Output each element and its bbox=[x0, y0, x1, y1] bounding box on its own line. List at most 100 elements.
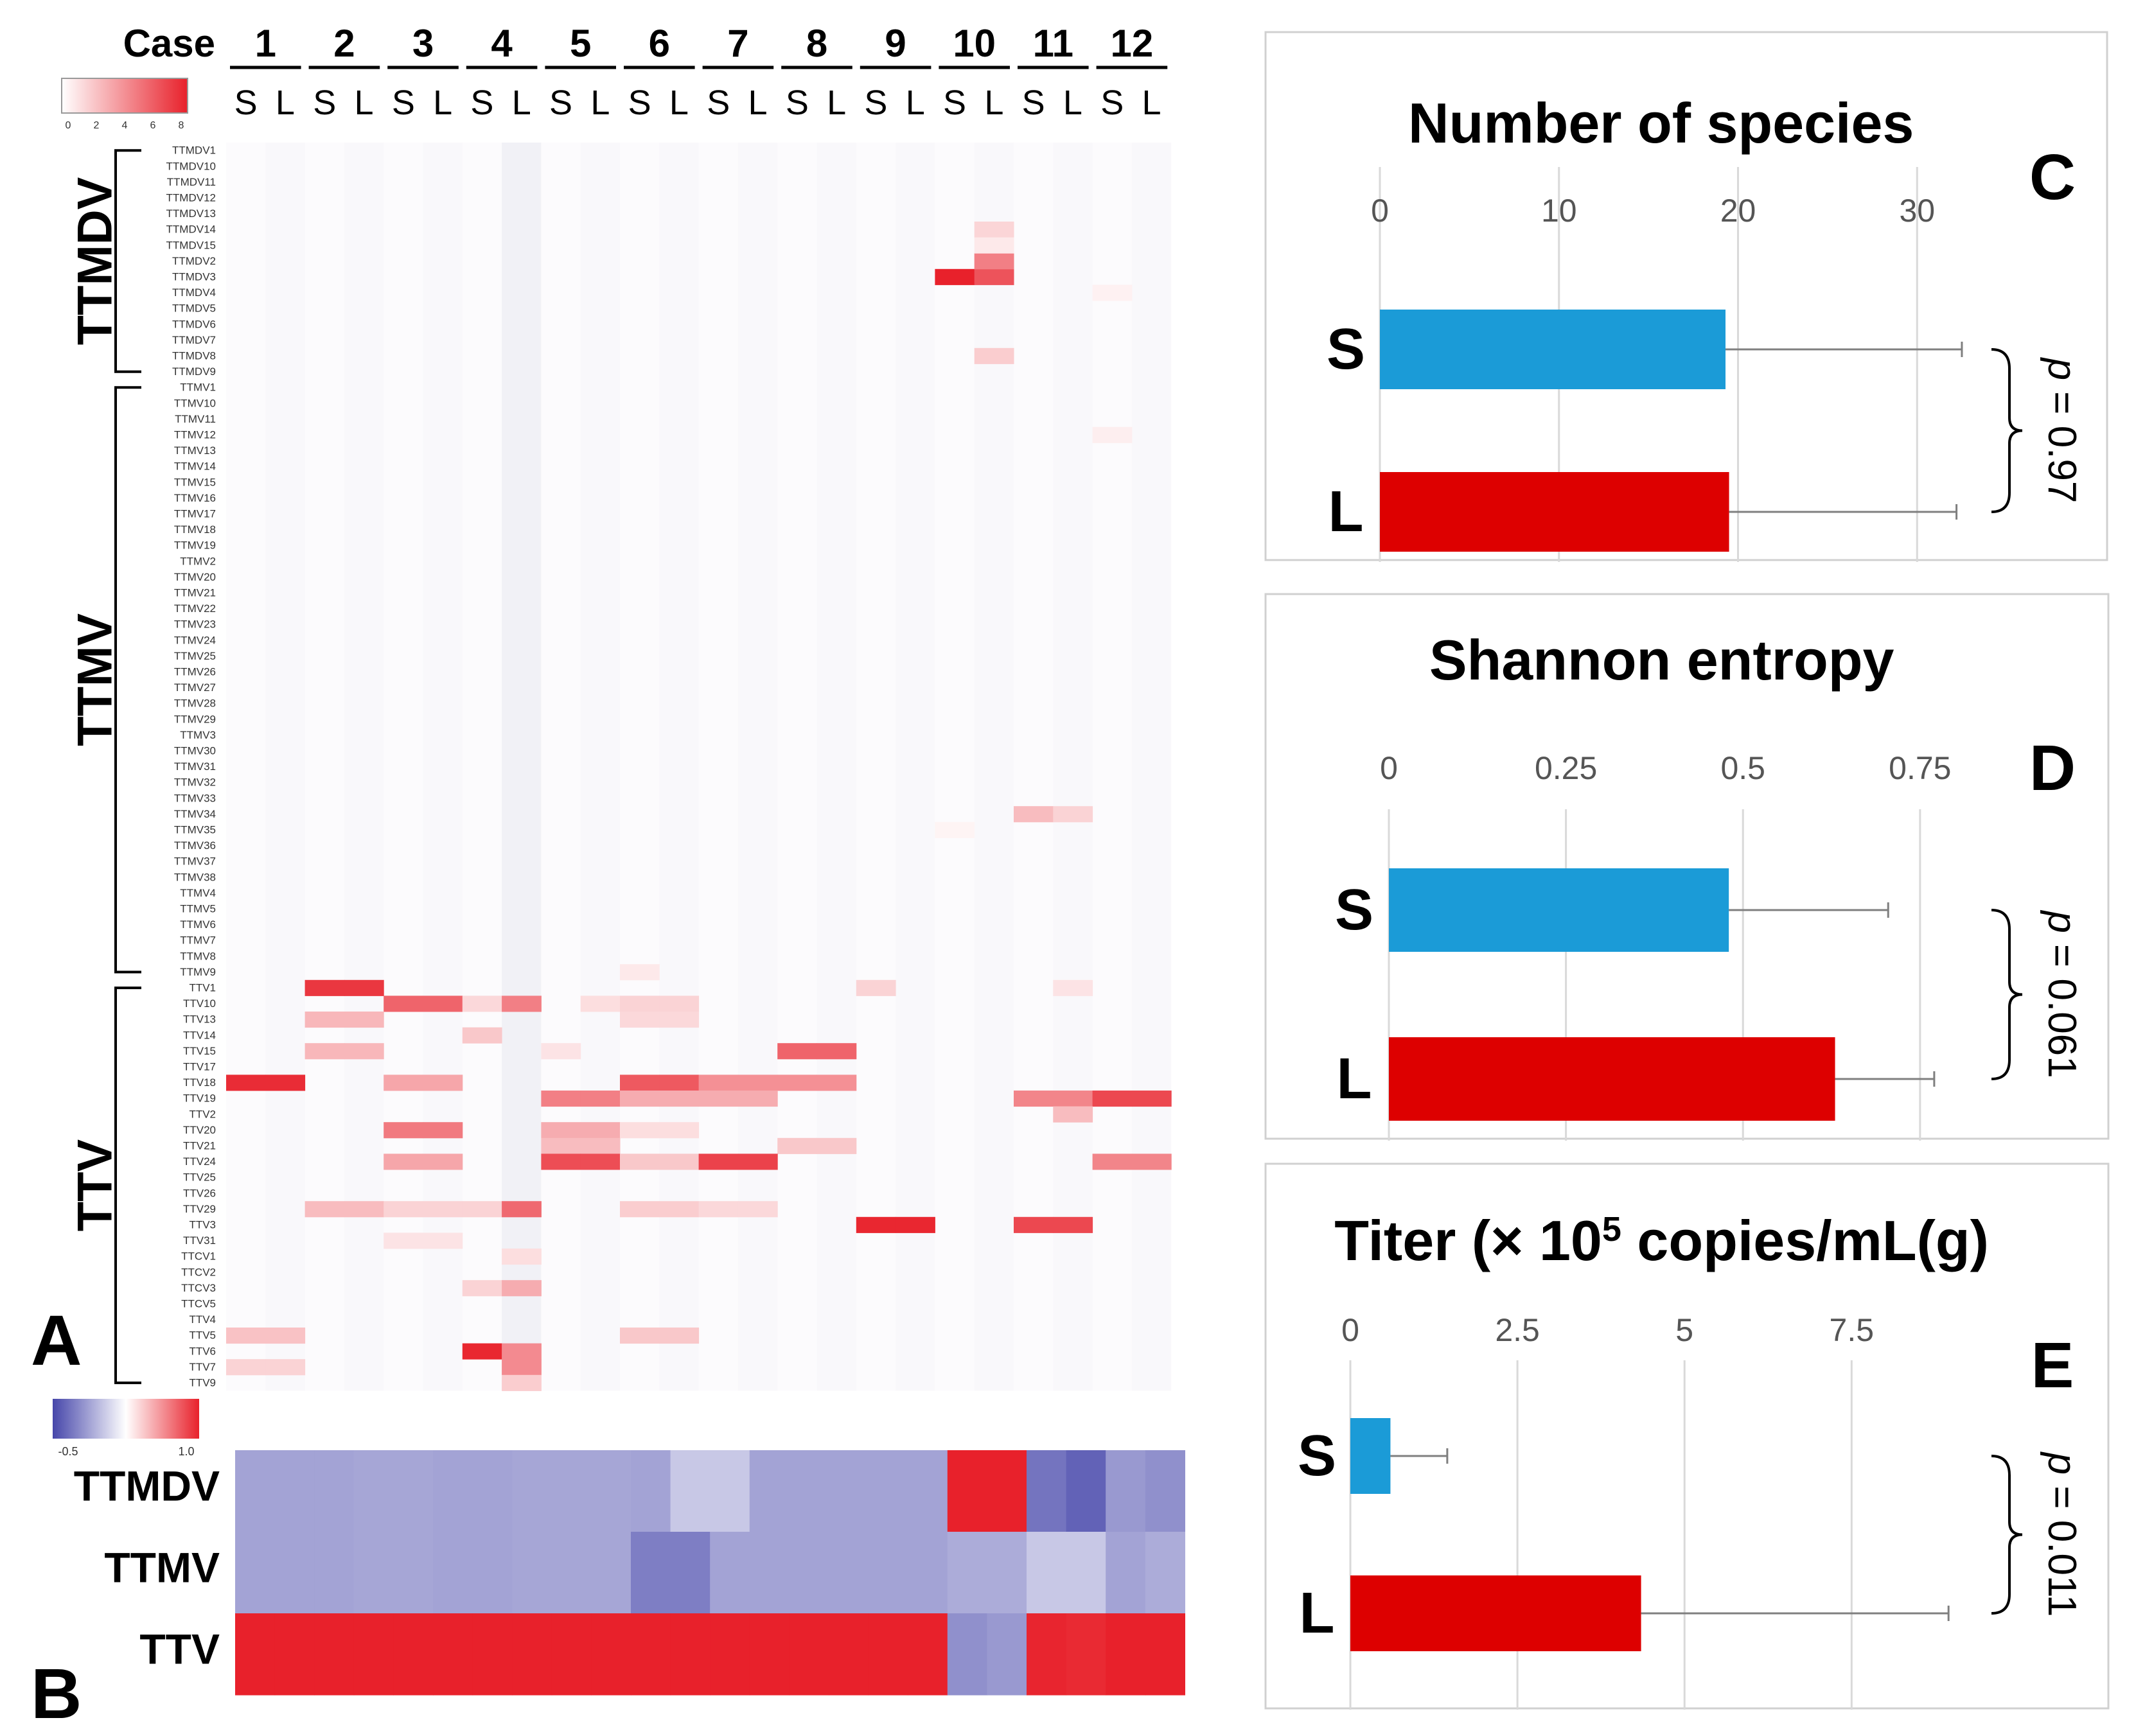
heatmap-cell bbox=[974, 347, 1014, 364]
heatmap-cell bbox=[384, 1201, 423, 1218]
bar-s bbox=[1380, 310, 1726, 389]
heatmap-cell bbox=[502, 1343, 542, 1360]
heatmap-b-cell bbox=[393, 1613, 434, 1696]
heatmap-b-cell bbox=[631, 1450, 671, 1532]
heatmap-cell bbox=[816, 1137, 857, 1154]
heatmap-cell bbox=[974, 237, 1014, 254]
heatmap-cell bbox=[620, 1201, 660, 1218]
row-label: TTV24 bbox=[183, 1155, 216, 1168]
heatmap-cell bbox=[659, 1122, 700, 1139]
sample-type-label: L bbox=[1142, 83, 1161, 122]
heatmap-column bbox=[659, 143, 699, 1391]
heatmap-b-cell bbox=[1066, 1532, 1106, 1614]
color-scale-tick-high: 1.0 bbox=[178, 1445, 194, 1458]
heatmap-cell bbox=[1014, 806, 1054, 823]
heatmap-b-cell bbox=[551, 1532, 592, 1614]
heatmap-b-cell bbox=[1145, 1450, 1185, 1532]
row-label: TTMV5 bbox=[180, 903, 216, 915]
row-label: TTCV5 bbox=[181, 1298, 216, 1310]
heatmap-cell bbox=[620, 1328, 660, 1344]
panel-c-bar-chart: 0 10 20 30 Number of species C S Lp = 0.97 bbox=[1264, 31, 2108, 562]
row-label: TTMV34 bbox=[174, 808, 216, 820]
x-tick-label: 0 bbox=[1341, 1312, 1359, 1348]
sample-type-label: S bbox=[628, 83, 651, 122]
row-label: TTMV36 bbox=[174, 839, 216, 852]
heatmap-cell bbox=[620, 1012, 660, 1028]
panel-letter: C bbox=[2029, 141, 2076, 213]
row-label: TTMV37 bbox=[174, 855, 216, 868]
heatmap-cell bbox=[580, 1153, 621, 1170]
row-label: TTV17 bbox=[183, 1061, 216, 1073]
heatmap-cell bbox=[620, 964, 660, 981]
case-number-label: 1 bbox=[255, 22, 276, 65]
chart-title: Shannon entropy bbox=[1429, 628, 1894, 692]
row-label: TTMV23 bbox=[174, 618, 216, 631]
sample-type-label: L bbox=[276, 83, 295, 122]
heatmap-b-cell bbox=[1066, 1613, 1106, 1696]
sample-type-label: L bbox=[590, 83, 610, 122]
heatmap-cell bbox=[1092, 1091, 1133, 1107]
row-label: TTMV30 bbox=[174, 745, 216, 757]
sample-type-label: S bbox=[864, 83, 887, 122]
heatmap-cell bbox=[1092, 1153, 1133, 1170]
color-scale-tick: 0 bbox=[66, 120, 71, 131]
category-label: S bbox=[1335, 878, 1373, 942]
row-label: TTMDV10 bbox=[166, 160, 216, 172]
heatmap-column bbox=[502, 143, 542, 1391]
heatmap-cell bbox=[580, 1122, 621, 1139]
heatmap-column bbox=[816, 143, 856, 1391]
sample-type-label: S bbox=[470, 83, 493, 122]
category-label: S bbox=[1327, 317, 1365, 381]
x-tick-label: 0.5 bbox=[1720, 750, 1765, 786]
heatmap-cell bbox=[659, 1012, 700, 1028]
heatmap-b-cell bbox=[512, 1450, 552, 1532]
case-number-label: 3 bbox=[412, 22, 434, 65]
row-label: TTMV6 bbox=[180, 918, 216, 931]
heatmap-column bbox=[462, 143, 502, 1391]
row-label: TTMDV5 bbox=[172, 302, 216, 315]
x-tick-label: 2.5 bbox=[1495, 1312, 1540, 1348]
sample-type-label: S bbox=[313, 83, 336, 122]
heatmap-cell bbox=[305, 979, 345, 996]
color-scale-tick: 2 bbox=[94, 120, 100, 131]
row-label: TTMV13 bbox=[174, 444, 216, 457]
color-scale-tick: 6 bbox=[150, 120, 156, 131]
sample-type-label: L bbox=[355, 83, 374, 122]
sample-type-label: L bbox=[984, 83, 1003, 122]
heatmap-cell bbox=[698, 1201, 739, 1218]
heatmap-b-cell bbox=[512, 1613, 552, 1696]
heatmap-cell bbox=[384, 995, 423, 1012]
heatmap-cell bbox=[620, 995, 660, 1012]
heatmap-cell bbox=[502, 1280, 542, 1297]
row-label: TTV15 bbox=[183, 1045, 216, 1057]
chart-title-text: Titer (× 10 bbox=[1334, 1209, 1602, 1272]
heatmap-b-cell bbox=[987, 1613, 1027, 1696]
heatmap-b-cell bbox=[908, 1532, 948, 1614]
heatmap-cell bbox=[541, 1153, 581, 1170]
row-label: TTV21 bbox=[183, 1140, 216, 1152]
heatmap-cell bbox=[777, 1074, 817, 1091]
x-tick-label: 0 bbox=[1380, 750, 1398, 786]
row-label: TTV2 bbox=[189, 1108, 216, 1120]
heatmap-b-cell bbox=[1145, 1613, 1185, 1696]
heatmap-cell bbox=[737, 1074, 778, 1091]
bar-s bbox=[1350, 1418, 1391, 1494]
category-label: L bbox=[1300, 1581, 1335, 1645]
sample-type-label: S bbox=[234, 83, 258, 122]
heatmap-cell bbox=[1053, 1216, 1093, 1233]
row-label: TTMV12 bbox=[174, 429, 216, 441]
heatmap-b-cell bbox=[1106, 1613, 1146, 1696]
sample-type-label: S bbox=[1100, 83, 1124, 122]
row-label-b: TTV bbox=[139, 1626, 220, 1673]
row-label: TTMDV11 bbox=[167, 176, 216, 188]
row-label-b: TTMV bbox=[104, 1544, 220, 1591]
sample-type-label: L bbox=[433, 83, 452, 122]
row-label: TTMDV9 bbox=[172, 365, 216, 378]
heatmap-b-cell bbox=[433, 1532, 473, 1614]
heatmap-cell bbox=[462, 1280, 502, 1297]
heatmap-cell bbox=[1014, 1091, 1054, 1107]
sample-type-label: L bbox=[1063, 83, 1082, 122]
heatmap-column bbox=[226, 143, 266, 1391]
heatmap-b-cell bbox=[829, 1532, 869, 1614]
